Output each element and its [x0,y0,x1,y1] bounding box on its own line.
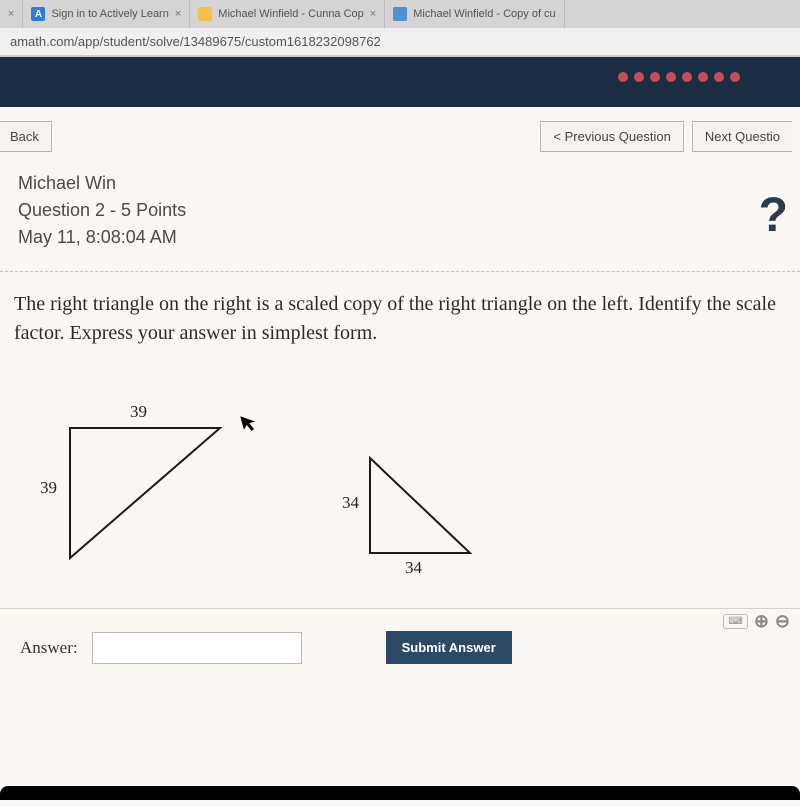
tab-title: Sign in to Actively Learn [51,8,168,20]
student-name: Michael Win [18,170,800,197]
timestamp: May 11, 8:08:04 AM [18,224,800,251]
left-triangle-top-label: 39 [130,402,147,422]
progress-dots [618,72,740,82]
url-text: amath.com/app/student/solve/13489675/cus… [10,34,381,49]
browser-tab-3[interactable]: Michael Winfield - Copy of cu [385,0,564,28]
site-banner [0,57,800,107]
page-content: Back < Previous Question Next Questio Mi… [0,107,800,807]
figure-area: 39 39 34 34 [0,378,800,608]
back-button[interactable]: Back [0,121,52,152]
answer-input[interactable] [92,632,302,664]
submit-answer-button[interactable]: Submit Answer [386,631,512,664]
answer-label: Answer: [20,638,78,658]
previous-question-button[interactable]: < Previous Question [540,121,683,152]
favicon-icon [393,7,407,21]
browser-tab-2[interactable]: Michael Winfield - Cunna Cop × [190,0,385,28]
question-points: Question 2 - 5 Points [18,197,800,224]
plus-icon[interactable]: ⊕ [754,611,769,632]
right-triangle-left-label: 34 [342,493,359,513]
browser-tab-1[interactable]: A Sign in to Actively Learn × [23,0,190,28]
triangle-left [70,428,220,558]
close-icon[interactable]: × [175,8,181,20]
triangles-svg [0,378,560,598]
tab-title: Michael Winfield - Copy of cu [413,8,555,20]
answer-tools: ⌨ ⊕ ⊖ [723,611,790,632]
triangle-right [370,458,470,553]
keyboard-icon[interactable]: ⌨ [723,614,747,629]
browser-chrome: × A Sign in to Actively Learn × Michael … [0,0,800,57]
question-text: The right triangle on the right is a sca… [0,290,800,348]
tab-title: Michael Winfield - Cunna Cop [218,8,364,20]
favicon-icon: A [31,7,45,21]
left-triangle-left-label: 39 [40,478,57,498]
question-nav: Back < Previous Question Next Questio [0,107,800,162]
help-icon[interactable]: ? [759,180,788,252]
favicon-icon [198,7,212,21]
minus-icon[interactable]: ⊖ [775,611,790,632]
url-bar[interactable]: amath.com/app/student/solve/13489675/cus… [0,28,800,56]
right-triangle-bottom-label: 34 [405,558,422,578]
close-icon[interactable]: × [370,8,376,20]
next-question-button[interactable]: Next Questio [692,121,792,152]
question-meta: Michael Win Question 2 - 5 Points May 11… [0,162,800,265]
close-icon[interactable]: × [8,8,14,20]
separator [0,271,800,272]
tab-strip: × A Sign in to Actively Learn × Michael … [0,0,800,28]
answer-section: ⌨ ⊕ ⊖ Answer: Submit Answer [0,608,800,674]
browser-tab-0[interactable]: × [0,0,23,28]
device-bezel [0,786,800,800]
